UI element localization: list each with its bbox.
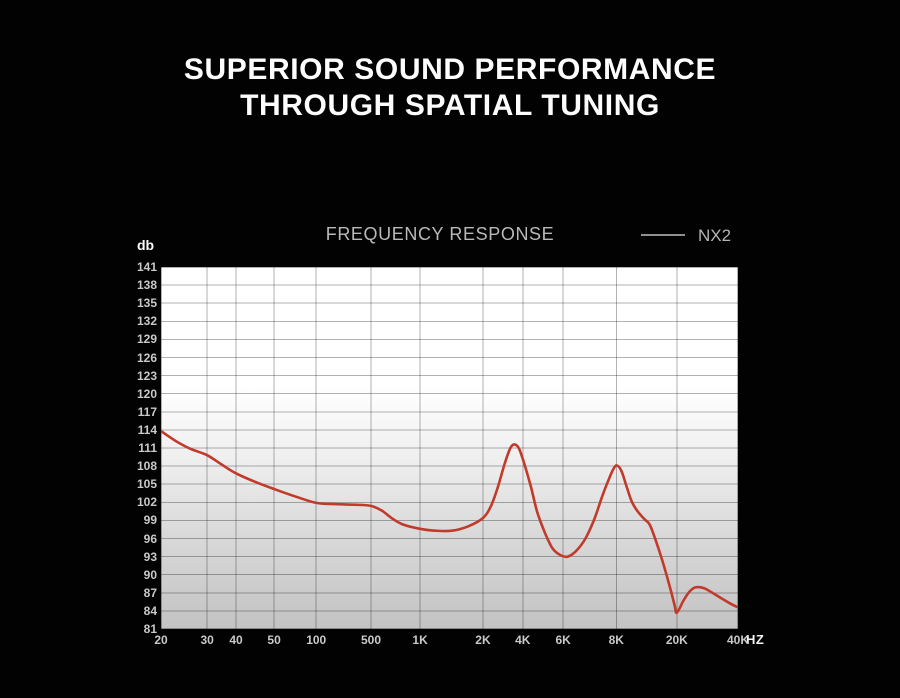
y-tick-label: 96 xyxy=(143,531,157,546)
y-tick-label: 117 xyxy=(137,404,157,419)
x-axis-unit-label: HZ xyxy=(746,632,765,647)
y-tick-label: 126 xyxy=(136,350,157,365)
y-tick-label: 108 xyxy=(136,459,157,474)
x-tick-label: 50 xyxy=(267,633,281,647)
y-tick-label: 120 xyxy=(136,386,157,401)
y-tick-label: 114 xyxy=(137,422,157,437)
chart-title: FREQUENCY RESPONSE xyxy=(325,224,555,244)
page-title: SUPERIOR SOUND PERFORMANCE THROUGH SPATI… xyxy=(0,52,900,124)
legend-line-swatch xyxy=(641,234,685,236)
x-tick-label: 4K xyxy=(515,633,531,647)
x-tick-label: 20K xyxy=(665,633,688,647)
plot-area xyxy=(161,267,738,629)
y-axis-unit-label: db xyxy=(137,237,155,253)
x-tick-label: 40K xyxy=(726,633,750,647)
frequency-response-curve xyxy=(161,429,738,615)
x-tick-label: 1K xyxy=(412,633,428,647)
x-tick-label: 8K xyxy=(608,633,624,647)
y-tick-label: 138 xyxy=(136,278,157,293)
y-tick-label: 123 xyxy=(136,368,157,383)
y-tick-label: 141 xyxy=(136,260,157,274)
y-tick-label: 135 xyxy=(136,296,157,311)
legend-label: NX2 xyxy=(698,226,732,245)
page-title-line1: SUPERIOR SOUND PERFORMANCE xyxy=(183,53,717,86)
y-tick-label: 129 xyxy=(136,332,157,347)
y-tick-label: 87 xyxy=(143,585,157,600)
y-tick-label: 132 xyxy=(136,314,157,329)
x-tick-label: 6K xyxy=(555,633,571,647)
y-tick-label: 93 xyxy=(143,549,157,564)
x-tick-label: 500 xyxy=(361,633,382,647)
x-tick-label: 30 xyxy=(200,633,214,647)
y-tick-label: 105 xyxy=(136,477,157,492)
x-tick-label: 40 xyxy=(229,633,243,647)
y-tick-label: 102 xyxy=(136,495,157,510)
frequency-response-plot xyxy=(161,267,738,629)
x-tick-label: 20 xyxy=(154,633,168,647)
x-tick-label: 100 xyxy=(306,633,327,647)
y-tick-label: 84 xyxy=(143,603,157,618)
x-tick-label: 2K xyxy=(475,633,491,647)
y-tick-label: 81 xyxy=(143,622,157,636)
y-tick-label: 90 xyxy=(143,567,157,582)
y-tick-label: 111 xyxy=(138,441,157,455)
y-tick-label: 99 xyxy=(143,513,157,528)
page-title-line2: THROUGH SPATIAL TUNING xyxy=(240,89,660,122)
